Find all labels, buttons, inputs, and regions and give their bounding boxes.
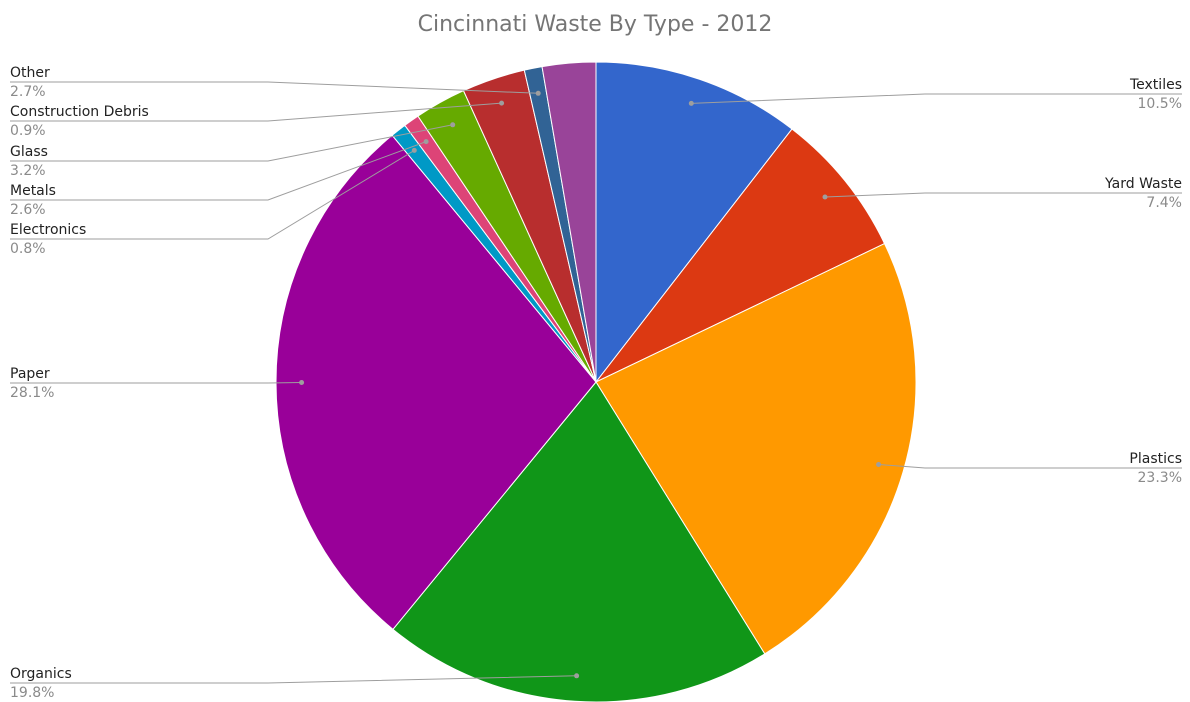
- slice-organics: [392, 381, 766, 702]
- label-metals: Metals: [10, 183, 56, 199]
- label-paper: Paper: [10, 366, 50, 382]
- leader-dot-plastics: [876, 462, 882, 467]
- slice-plastics: [595, 242, 917, 655]
- slice-labels: Textiles 10.5% Yard Waste 7.4% Plastics 23.3%…: [10, 65, 1182, 701]
- leader-line-organics: [10, 675, 577, 684]
- chart-title: Cincinnati Waste By Type - 2012: [418, 12, 773, 37]
- leader-line-construction-debris: [10, 102, 502, 122]
- label-other: Other: [10, 65, 50, 81]
- leader-dot-textiles: [688, 100, 694, 106]
- percent-electronics: 0.8%: [10, 241, 46, 257]
- percent-construction-debris: 0.9%: [10, 123, 46, 139]
- leader-dot-other: [535, 90, 541, 96]
- percent-paper: 28.1%: [10, 385, 54, 401]
- leader-line-paper: [10, 382, 302, 384]
- label-electronics: Electronics: [10, 222, 86, 238]
- percent-organics: 19.8%: [10, 685, 54, 701]
- leader-line-metals: [10, 141, 427, 201]
- leader-line-yard-waste: [824, 192, 1182, 198]
- label-yard-waste: Yard Waste: [1104, 176, 1182, 192]
- slice-yard-waste: [595, 128, 886, 383]
- percent-other: 2.7%: [10, 84, 46, 100]
- slice-textiles: [595, 61, 793, 384]
- leader-line-glass: [10, 124, 453, 162]
- label-plastics: Plastics: [1129, 451, 1182, 467]
- leader-dot-construction-debris: [499, 100, 505, 106]
- label-organics: Organics: [10, 666, 72, 682]
- percent-glass: 3.2%: [10, 163, 46, 179]
- leader-line-electronics: [10, 149, 415, 240]
- leader-dot-paper: [299, 380, 305, 385]
- leader-line-textiles: [691, 93, 1182, 104]
- pie-slices: [275, 61, 917, 702]
- label-textiles: Textiles: [1129, 77, 1182, 93]
- label-construction-debris: Construction Debris: [10, 104, 149, 120]
- percent-textiles: 10.5%: [1138, 96, 1182, 112]
- leader-dot-yard-waste: [822, 194, 828, 200]
- slice-unlabeled-10: [541, 61, 597, 383]
- leader-dot-metals: [423, 139, 429, 145]
- percent-yard-waste: 7.4%: [1146, 195, 1182, 211]
- leader-dot-organics: [574, 673, 580, 679]
- label-glass: Glass: [10, 144, 48, 160]
- leader-line-other: [10, 81, 539, 94]
- percent-plastics: 23.3%: [1138, 470, 1182, 486]
- leader-dot-glass: [450, 122, 456, 128]
- leader-dot-electronics: [411, 147, 417, 153]
- percent-metals: 2.6%: [10, 202, 46, 218]
- leader-line-plastics: [878, 464, 1182, 469]
